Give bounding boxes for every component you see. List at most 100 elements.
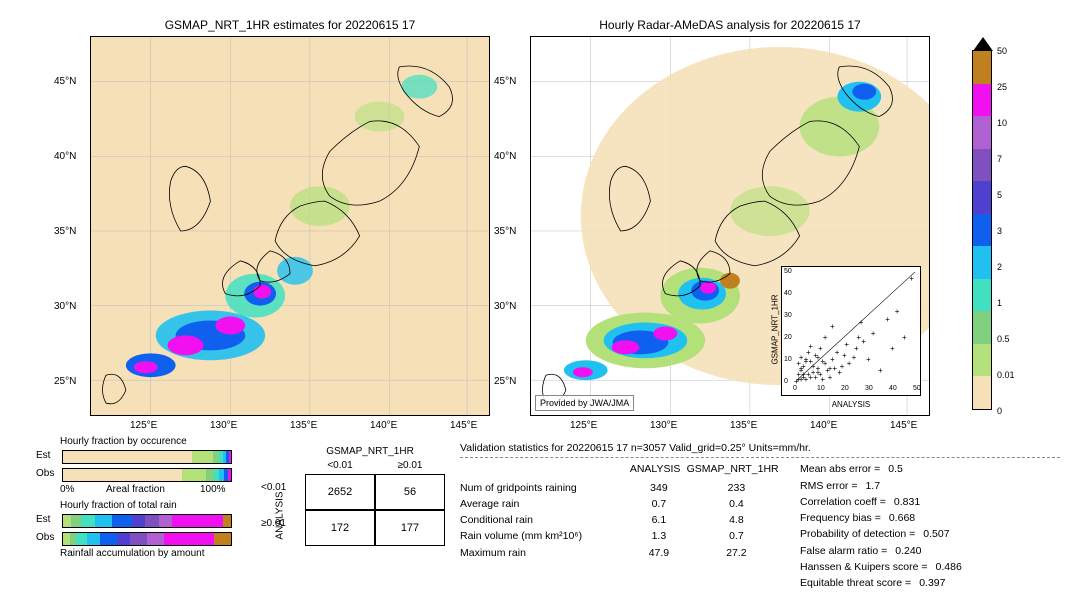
stat-label: Frequency bias =: [800, 510, 881, 526]
scatter-point: +: [840, 363, 845, 371]
bar-segment: [172, 515, 222, 527]
val-label: Maximum rain: [460, 545, 625, 561]
stat-label: Probability of detection =: [800, 526, 915, 542]
colorbar-tick: 10: [997, 118, 1007, 128]
val-analysis: 6.1: [625, 512, 693, 528]
val-label: Num of gridpoints raining: [460, 480, 625, 496]
y-tick-label: 35°N: [494, 226, 516, 237]
x-tick-label: 145°E: [890, 420, 917, 431]
scatter-ytick: 20: [784, 334, 792, 341]
scatter-xlabel: ANALYSIS: [782, 400, 920, 409]
bar-segment: [63, 515, 71, 527]
val-gsmap: 0.4: [693, 496, 780, 512]
scatter-point: +: [895, 308, 900, 316]
col-header-gsmap: GSMAP_NRT_1HR: [685, 461, 780, 477]
scatter-point: +: [816, 369, 821, 377]
y-tick-label: 40°N: [494, 151, 516, 162]
validation-stat: Correlation coeff = 0.831: [800, 494, 1040, 510]
bar-segment: [117, 533, 130, 545]
bar-segment: [71, 515, 81, 527]
x-tick-label: 130°E: [650, 420, 677, 431]
scatter-ytick: 30: [784, 312, 792, 319]
map-attribution: Provided by JWA/JMA: [535, 395, 634, 411]
y-tick-label: 45°N: [494, 76, 516, 87]
scatter-xtick: 0: [793, 385, 797, 392]
y-tick-label: 40°N: [54, 151, 76, 162]
scatter-point: +: [861, 338, 866, 346]
stat-label: Correlation coeff =: [800, 494, 886, 510]
scatter-point: +: [902, 334, 907, 342]
y-tick-label: 30°N: [54, 301, 76, 312]
bar-segment: [228, 469, 231, 481]
colorbar-tick: 1: [997, 298, 1002, 308]
scatter-point: +: [866, 356, 871, 364]
cont-row-label: <0.01: [261, 482, 286, 493]
scatter-point: +: [811, 363, 816, 371]
stat-value: 0.507: [915, 526, 949, 542]
scatter-point: +: [816, 354, 821, 362]
bar-segment: [63, 533, 70, 545]
validation-row: Average rain 0.7 0.4: [460, 496, 780, 512]
bar-segment: [63, 451, 192, 463]
right-map: Provided by JWA/JMA ++++++++++++++++++++…: [530, 36, 930, 416]
x-tick-label: 135°E: [730, 420, 757, 431]
bar-row: [62, 514, 232, 528]
bar-segment: [213, 451, 220, 463]
validation-left: ANALYSIS GSMAP_NRT_1HR Num of gridpoints…: [460, 461, 780, 591]
val-analysis: 47.9: [625, 545, 693, 561]
colorbar-tick: 3: [997, 226, 1002, 236]
scatter-point: +: [885, 316, 890, 324]
bar-segment: [87, 533, 100, 545]
bar-segment: [206, 469, 214, 481]
bar-row: [62, 468, 232, 482]
scatter-ytick: 10: [784, 356, 792, 363]
cont-cell: 172: [305, 510, 375, 546]
scatter-ylabel: GSMAP_NRT_1HR: [771, 275, 780, 385]
scatter-xtick: 30: [865, 385, 873, 392]
scatter-point: +: [830, 323, 835, 331]
bar-row-label: Est: [36, 450, 50, 461]
bar-segment: [214, 533, 231, 545]
stat-label: Mean abs error =: [800, 461, 880, 477]
x-tick-label: 140°E: [370, 420, 397, 431]
stat-value: 0.668: [881, 510, 915, 526]
scatter-point: +: [808, 343, 813, 351]
val-analysis: 0.7: [625, 496, 693, 512]
scatter-ytick: 50: [784, 268, 792, 275]
left-map-title: GSMAP_NRT_1HR estimates for 20220615 17: [90, 18, 490, 32]
scatter-point: +: [804, 358, 809, 366]
stat-label: False alarm ratio =: [800, 543, 887, 559]
occurence-title: Hourly fraction by occurence: [60, 436, 187, 447]
scatter-point: +: [871, 330, 876, 338]
stat-value: 0.240: [887, 543, 921, 559]
contingency-title: GSMAP_NRT_1HR: [305, 446, 435, 457]
bar-segment: [192, 451, 212, 463]
bar-segment: [159, 515, 172, 527]
scatter-ytick: 40: [784, 290, 792, 297]
scatter-point: +: [890, 345, 895, 353]
validation-block: Validation statistics for 20220615 17 n=…: [460, 440, 1060, 591]
scatter-point: +: [854, 345, 859, 353]
bar-segment: [112, 515, 132, 527]
stat-value: 1.7: [857, 478, 880, 494]
validation-stat: Equitable threat score = 0.397: [800, 575, 1040, 591]
scatter-point: +: [844, 341, 849, 349]
colorbar-tick: 5: [997, 190, 1002, 200]
totalrain-footer: Rainfall accumulation by amount: [60, 548, 205, 559]
stat-value: 0.486: [928, 559, 962, 575]
totalrain-title: Hourly fraction of total rain: [60, 500, 177, 511]
bar-row: [62, 450, 232, 464]
left-map: [90, 36, 490, 416]
bar-segment: [132, 515, 145, 527]
bar-row-label: Obs: [36, 468, 54, 479]
bar-segment: [100, 533, 117, 545]
colorbar: 00.010.512357102550: [972, 50, 992, 410]
scatter-point: +: [828, 374, 833, 382]
validation-right: Mean abs error = 0.5RMS error = 1.7Corre…: [780, 461, 1040, 591]
colorbar-overflow-icon: [973, 37, 993, 51]
scatter-point: +: [835, 349, 840, 357]
cont-cell: 177: [375, 510, 445, 546]
scatter-point: +: [878, 367, 883, 375]
validation-row: Conditional rain 6.1 4.8: [460, 512, 780, 528]
bar-segment: [164, 533, 214, 545]
